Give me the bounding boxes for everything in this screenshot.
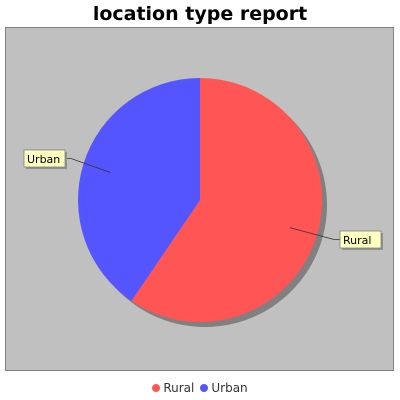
legend-swatch-urban	[200, 384, 209, 392]
pie-slice-rural	[131, 78, 322, 322]
pie-labels: Rural Urban	[23, 149, 383, 250]
pie-label-rural: Rural	[343, 234, 371, 247]
pie-slice-urban	[78, 78, 200, 301]
pie-slices	[78, 78, 322, 322]
legend-item-rural: Rural	[152, 381, 194, 395]
legend: Rural Urban	[0, 380, 400, 396]
legend-item-urban: Urban	[200, 381, 248, 395]
label-leader-rural	[289, 227, 340, 240]
legend-label-urban: Urban	[211, 381, 248, 395]
chart-title: location type report	[92, 3, 308, 25]
label-box-rural	[339, 230, 382, 249]
legend-label-rural: Rural	[163, 381, 195, 395]
legend-swatch-rural	[152, 384, 161, 392]
pie-label-urban: Urban	[27, 153, 60, 166]
label-box-urban	[23, 149, 66, 168]
